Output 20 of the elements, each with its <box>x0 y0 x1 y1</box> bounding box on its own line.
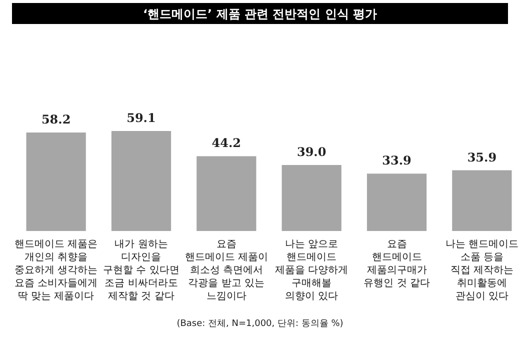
data-label: 33.9 <box>382 154 412 168</box>
x-tick-label: 나는 앞으로 핸드메이드 제품을 다양하게 구매해볼 의향이 있다 <box>274 239 348 302</box>
data-label: 59.1 <box>126 111 156 125</box>
data-label: 39.0 <box>296 145 326 160</box>
data-label: 35.9 <box>467 150 497 164</box>
bar <box>366 174 427 231</box>
bar <box>196 156 256 231</box>
x-tick-label: 요즘 핸드메이드 제품이 희소성 측면에서 각광을 받고 있는 느낌이다 <box>184 239 268 302</box>
x-tick-label: 요즘 핸드메이드 제품의구매가 유행인 것 같다 <box>364 239 430 289</box>
text: (Base: 전체, N=1,000, 단위: 동의율 %) <box>176 319 344 329</box>
bar <box>282 165 342 231</box>
bar <box>452 170 512 231</box>
data-label: 58.2 <box>41 112 71 127</box>
bar <box>26 132 86 231</box>
data-label: 44.2 <box>212 136 242 150</box>
x-tick-label: 핸드메이드 제품은 개인의 취향을 중요하게 생각하는 요즘 소비자들에게 딱 맞는 제품이다 <box>14 239 98 302</box>
bar <box>111 131 172 231</box>
x-tick-label: 내가 원하는 디자인을 구현할 수 있다면 조금 비싸더라도 제작할 것 같다 <box>103 239 180 302</box>
x-tick-label: 나는 핸드메이드 소품 등을 직접 제작하는 취미활동에 관심이 있다 <box>445 239 519 302</box>
chart-title: ‘핸드메이드’ 제품 관련 전반적인 인식 평가 <box>142 7 378 21</box>
